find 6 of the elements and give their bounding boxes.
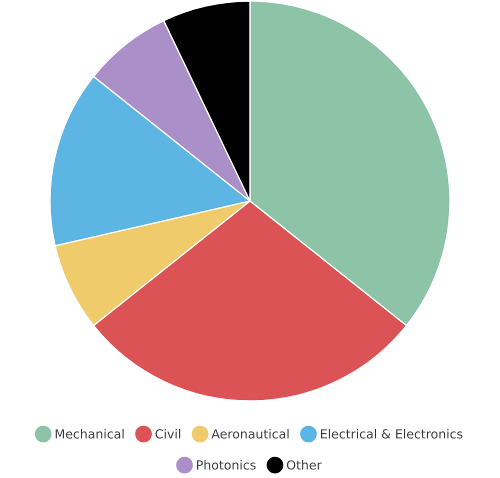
legend-label: Civil bbox=[156, 428, 180, 439]
legend-label: Photonics bbox=[197, 460, 256, 470]
legend-label: Mechanical bbox=[56, 428, 124, 439]
legend-label: Other bbox=[286, 460, 322, 470]
legend-label: Aeronautical bbox=[211, 428, 289, 439]
legend-label: Electrical & Electronics bbox=[320, 428, 462, 439]
